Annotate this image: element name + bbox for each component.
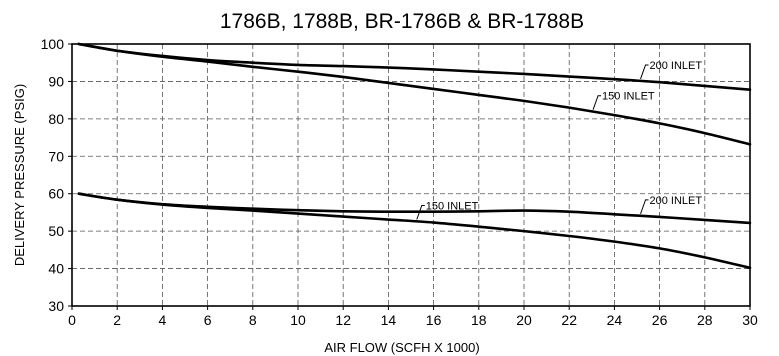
x-tick-label: 8 bbox=[249, 312, 257, 328]
x-tick-label: 16 bbox=[426, 312, 442, 328]
x-tick-label: 28 bbox=[697, 312, 713, 328]
y-axis-label: DELIVERY PRESSURE (PSIG) bbox=[12, 84, 27, 266]
plot-frame bbox=[71, 43, 751, 307]
annotation-label: 150 INLET bbox=[602, 91, 655, 103]
y-tick-label: 100 bbox=[41, 36, 65, 52]
y-tick-label: 30 bbox=[48, 298, 64, 314]
annotations: 200 INLET 150 INLET 150 INLET 200 INLET bbox=[416, 60, 703, 220]
y-axis-ticks: 30 40 50 60 70 80 90 100 bbox=[41, 36, 72, 314]
x-tick-label: 12 bbox=[335, 312, 351, 328]
y-tick-label: 60 bbox=[48, 186, 64, 202]
grid bbox=[72, 44, 750, 306]
x-tick-label: 14 bbox=[381, 312, 397, 328]
annotation-label: 200 INLET bbox=[650, 195, 703, 207]
x-tick-label: 0 bbox=[68, 312, 76, 328]
series-line-3 bbox=[77, 192, 752, 270]
x-tick-label: 4 bbox=[159, 312, 167, 328]
annotation-leader bbox=[640, 64, 649, 80]
x-tick-label: 10 bbox=[290, 312, 306, 328]
annotation-label: 150 INLET bbox=[426, 200, 479, 212]
annotation-leader bbox=[416, 204, 425, 220]
x-tick-label: 18 bbox=[471, 312, 487, 328]
series-layer bbox=[77, 42, 752, 270]
x-tick-label: 26 bbox=[652, 312, 668, 328]
y-tick-label: 70 bbox=[48, 148, 64, 164]
x-tick-label: 6 bbox=[204, 312, 212, 328]
annotation-leader bbox=[640, 199, 649, 215]
y-tick-label: 40 bbox=[48, 261, 64, 277]
y-tick-label: 50 bbox=[48, 223, 64, 239]
x-tick-label: 20 bbox=[516, 312, 532, 328]
y-tick-label: 80 bbox=[48, 111, 64, 127]
chart-title: 1786B, 1788B, BR-1786B & BR-1788B bbox=[220, 10, 584, 33]
x-tick-label: 2 bbox=[113, 312, 121, 328]
x-tick-label: 24 bbox=[607, 312, 623, 328]
x-tick-label: 22 bbox=[561, 312, 577, 328]
x-axis-ticks: 0 2 4 6 8 10 12 14 16 18 20 22 24 26 28 30 bbox=[68, 306, 758, 328]
series-line-1 bbox=[77, 42, 752, 146]
x-axis-label: AIR FLOW (SCFH X 1000) bbox=[324, 340, 479, 355]
y-tick-label: 90 bbox=[48, 73, 64, 89]
x-tick-label: 30 bbox=[742, 312, 758, 328]
annotation-leader bbox=[592, 95, 602, 110]
annotation-label: 200 INLET bbox=[650, 60, 703, 72]
